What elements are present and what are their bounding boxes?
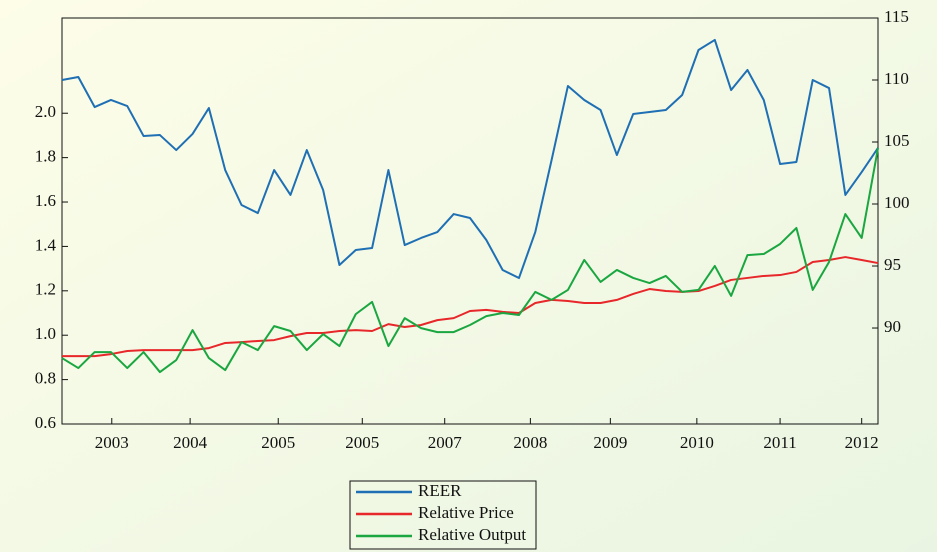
y2-tick-label: 115	[884, 7, 909, 26]
y2-tick-label: 105	[884, 131, 910, 150]
y-tick-label: 1.6	[35, 191, 56, 210]
y-tick-label: 1.0	[35, 324, 56, 343]
y2-tick-label: 110	[884, 69, 909, 88]
x-tick-label: 2011	[763, 433, 796, 452]
x-tick-label: 2004	[173, 433, 208, 452]
x-tick-label: 2012	[845, 433, 879, 452]
plot-frame	[61, 17, 879, 425]
y2-tick-label: 100	[884, 193, 910, 212]
series-line	[61, 147, 879, 374]
x-tick-label: 2009	[593, 433, 627, 452]
y2-tick-label: 95	[884, 255, 901, 274]
y-tick-label: 1.8	[35, 147, 56, 166]
x-tick-label: 2005	[345, 433, 379, 452]
x-tick-label: 2010	[680, 433, 714, 452]
x-tick-label: 2008	[513, 433, 547, 452]
series-line	[61, 38, 879, 280]
legend-label: REER	[418, 481, 462, 500]
legend-label: Relative Output	[418, 525, 526, 544]
legend-box	[349, 480, 537, 550]
y-tick-label: 0.6	[35, 413, 56, 432]
x-tick-label: 2005	[261, 433, 295, 452]
y-tick-label: 1.2	[35, 280, 56, 299]
y2-tick-label: 90	[884, 317, 901, 336]
y-tick-label: 0.8	[35, 369, 56, 388]
legend-label: Relative Price	[418, 503, 514, 522]
y-tick-label: 1.4	[35, 235, 57, 254]
y-tick-label: 2.0	[35, 102, 56, 121]
x-tick-label: 2007	[428, 433, 463, 452]
series-line	[62, 256, 879, 358]
x-tick-label: 2003	[95, 433, 129, 452]
